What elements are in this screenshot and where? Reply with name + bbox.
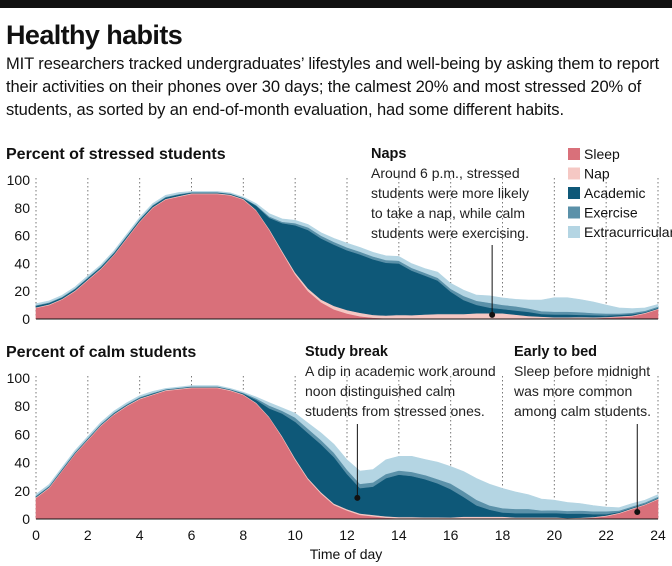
annotation-early-to-bed-line-3: among calm students.: [514, 403, 651, 419]
annotation-naps-line-1: Around 6 p.m., stressed: [371, 165, 520, 181]
annotation-early-to-bed-title: Early to bed: [514, 344, 597, 360]
legend-swatch-sleep: [568, 148, 580, 160]
calm-y-tick-label: 20: [14, 483, 30, 499]
stressed-y-tick-label: 20: [14, 283, 30, 299]
calm-y-tick-label: 60: [14, 426, 30, 442]
legend-label-extracurricular: Extracurricular: [584, 224, 672, 240]
stressed-y-tick-label: 0: [22, 311, 30, 327]
calm-y-tick-label: 40: [14, 455, 30, 471]
stressed-y-tick-label: 40: [14, 255, 30, 271]
annotation-early-to-bed: Early to bed Sleep before midnight was m…: [513, 344, 651, 515]
legend: Sleep Nap Academic Exercise Extracurricular: [568, 146, 672, 240]
x-tick-label: 10: [287, 527, 303, 543]
page-subtitle: MIT researchers tracked undergraduates’ …: [6, 55, 660, 119]
annotation-study-break-line-2: noon distinguished calm: [305, 383, 455, 399]
calm-y-tick-label: 100: [7, 370, 31, 386]
legend-label-academic: Academic: [584, 185, 645, 201]
x-tick-label: 14: [391, 527, 407, 543]
annotation-naps: Naps Around 6 p.m., stressed students we…: [371, 146, 529, 318]
x-tick-label: 6: [188, 527, 196, 543]
stressed-area-extracurricular: [35, 191, 659, 314]
annotation-naps-line-2: students were more likely: [371, 185, 529, 201]
x-tick-label: 20: [547, 527, 563, 543]
x-tick-label: 18: [495, 527, 511, 543]
legend-label-exercise: Exercise: [584, 205, 638, 221]
calm-panel-title: Percent of calm students: [6, 344, 196, 361]
legend-label-sleep: Sleep: [584, 146, 620, 162]
x-tick-label: 2: [84, 527, 92, 543]
stressed-y-tick-label: 100: [7, 172, 31, 188]
x-tick-label: 16: [443, 527, 459, 543]
annotation-study-break-marker: [354, 494, 361, 501]
annotation-study-break-line-3: students from stressed ones.: [305, 403, 485, 419]
annotation-study-break-title: Study break: [305, 344, 389, 360]
annotation-naps-line-3: to take a nap, while calm: [371, 205, 525, 221]
stressed-y-tick-label: 80: [14, 200, 30, 216]
calm-y-ticks: 0 20 40 60 80 100: [7, 370, 31, 527]
stressed-panel-title: Percent of stressed students: [6, 146, 226, 163]
x-tick-label: 12: [339, 527, 355, 543]
x-tick-label: 8: [239, 527, 247, 543]
annotation-early-to-bed-line-2: was more common: [513, 383, 632, 399]
annotation-early-to-bed-line-1: Sleep before midnight: [514, 363, 650, 379]
page-title: Healthy habits: [6, 20, 183, 50]
legend-swatch-nap: [568, 167, 580, 180]
annotation-early-to-bed-marker: [634, 508, 641, 515]
annotation-naps-marker: [489, 311, 496, 318]
annotation-naps-title: Naps: [371, 146, 406, 162]
annotation-study-break-line-1: A dip in academic work around: [305, 363, 496, 379]
legend-swatch-extracurricular: [568, 226, 580, 238]
x-tick-label: 0: [32, 527, 40, 543]
calm-area-extracurricular: [35, 385, 659, 512]
stressed-panel: Percent of stressed students 0 20 40 60 80 10…: [6, 146, 659, 327]
stressed-y-ticks: 0 20 40 60 80 100: [7, 172, 31, 327]
stressed-y-tick-label: 60: [14, 228, 30, 244]
x-axis-title: Time of day: [310, 546, 383, 562]
calm-y-tick-label: 80: [14, 398, 30, 414]
legend-swatch-exercise: [568, 206, 580, 219]
annotation-study-break: Study break A dip in academic work aroun…: [305, 344, 496, 501]
calm-panel: Percent of calm students 0 20 40 60 80 100 0 2…: [6, 344, 666, 562]
legend-label-nap: Nap: [584, 166, 610, 182]
top-rule: [0, 0, 672, 8]
calm-y-tick-label: 0: [22, 511, 30, 527]
legend-swatch-academic: [568, 187, 580, 199]
x-tick-label: 22: [598, 527, 614, 543]
annotation-naps-line-4: students were exercising.: [371, 225, 529, 241]
x-tick-label: 24: [650, 527, 666, 543]
x-tick-labels: 0 2 4 6 8 10 12 14 16 18 20 22 24: [32, 527, 666, 543]
x-tick-label: 4: [136, 527, 144, 543]
